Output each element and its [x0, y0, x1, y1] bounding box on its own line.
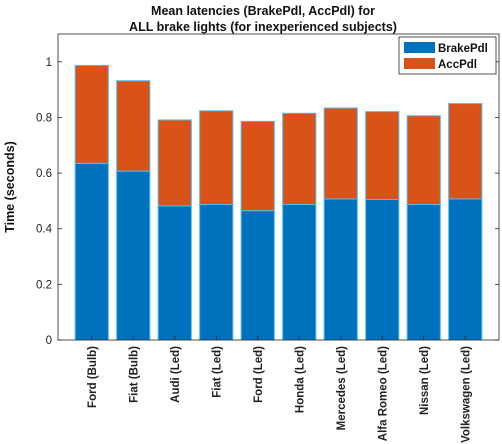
legend: BrakePdl AccPdl	[398, 36, 497, 75]
y-tick-label: 0.2	[36, 279, 52, 291]
chart-title-line-2: ALL brake lights (for inexperienced subj…	[129, 20, 397, 34]
bar-brakepdl-fiat-bulb	[116, 170, 151, 341]
x-tick-label-honda-led: Honda (Led)	[294, 346, 306, 413]
y-tick-label: 0	[46, 335, 52, 347]
y-tick-label: 0.8	[36, 112, 52, 124]
x-tick-label-alfa-romeo-led: Alfa Romeo (Led)	[377, 346, 389, 441]
bar-brakepdl-alfa-romeo-led	[365, 199, 400, 341]
x-tick-label-fiat-led: Fiat (Led)	[211, 346, 223, 398]
x-tick-label-audi-led: Audi (Led)	[170, 346, 182, 403]
legend-swatch-accpdl	[404, 58, 435, 69]
chart-title-line-1: Mean latencies (BrakePdl, AccPdl) for	[151, 4, 375, 18]
bar-accpdl-honda-led	[282, 112, 317, 206]
x-tick-label-mercedes-led: Mercedes (Led)	[336, 346, 348, 431]
y-tick-label: 0.4	[36, 224, 53, 236]
bar-brakepdl-fiat-led	[199, 204, 234, 341]
bars-group	[74, 64, 483, 341]
x-axis: Ford (Bulb) Fiat (Bulb) Audi (Led) Fiat (Le…	[87, 336, 472, 443]
bar-accpdl-mercedes-led	[323, 107, 358, 200]
y-axis-label: Time (seconds)	[3, 141, 17, 232]
bar-brakepdl-mercedes-led	[323, 198, 358, 341]
legend-label-brakepdl: BrakePdl	[438, 43, 488, 55]
x-tick-label-fiat-bulb: Fiat (Bulb)	[128, 346, 140, 403]
bar-brakepdl-volkswagen-led	[448, 198, 483, 341]
y-tick-label: 0.6	[36, 168, 52, 180]
x-tick-label-ford-bulb: Ford (Bulb)	[87, 346, 99, 408]
bar-accpdl-nissan-led	[406, 115, 441, 206]
x-tick-label-ford-led: Ford (Led)	[253, 346, 265, 403]
bar-brakepdl-audi-led	[157, 205, 192, 341]
bar-accpdl-volkswagen-led	[448, 103, 483, 200]
bar-brakepdl-nissan-led	[406, 204, 441, 341]
bar-accpdl-ford-bulb	[74, 64, 109, 164]
legend-swatch-brakepdl	[404, 42, 435, 53]
x-tick-label-nissan-led: Nissan (Led)	[419, 346, 431, 415]
bar-brakepdl-ford-led	[240, 210, 275, 341]
bar-accpdl-ford-led	[240, 120, 275, 212]
bar-accpdl-fiat-bulb	[116, 80, 151, 172]
y-axis: 0 0.2 0.4 0.6 0.8 1	[36, 57, 499, 347]
x-tick-label-volkswagen-led: Volkswagen (Led)	[460, 346, 472, 443]
bar-accpdl-audi-led	[157, 119, 192, 207]
bar-brakepdl-ford-bulb	[74, 162, 109, 341]
bar-accpdl-alfa-romeo-led	[365, 111, 400, 201]
bar-brakepdl-honda-led	[282, 204, 317, 341]
y-tick-label: 1	[46, 57, 52, 69]
bar-accpdl-fiat-led	[199, 110, 234, 206]
legend-label-accpdl: AccPdl	[438, 59, 477, 71]
plot-frame	[57, 33, 500, 341]
